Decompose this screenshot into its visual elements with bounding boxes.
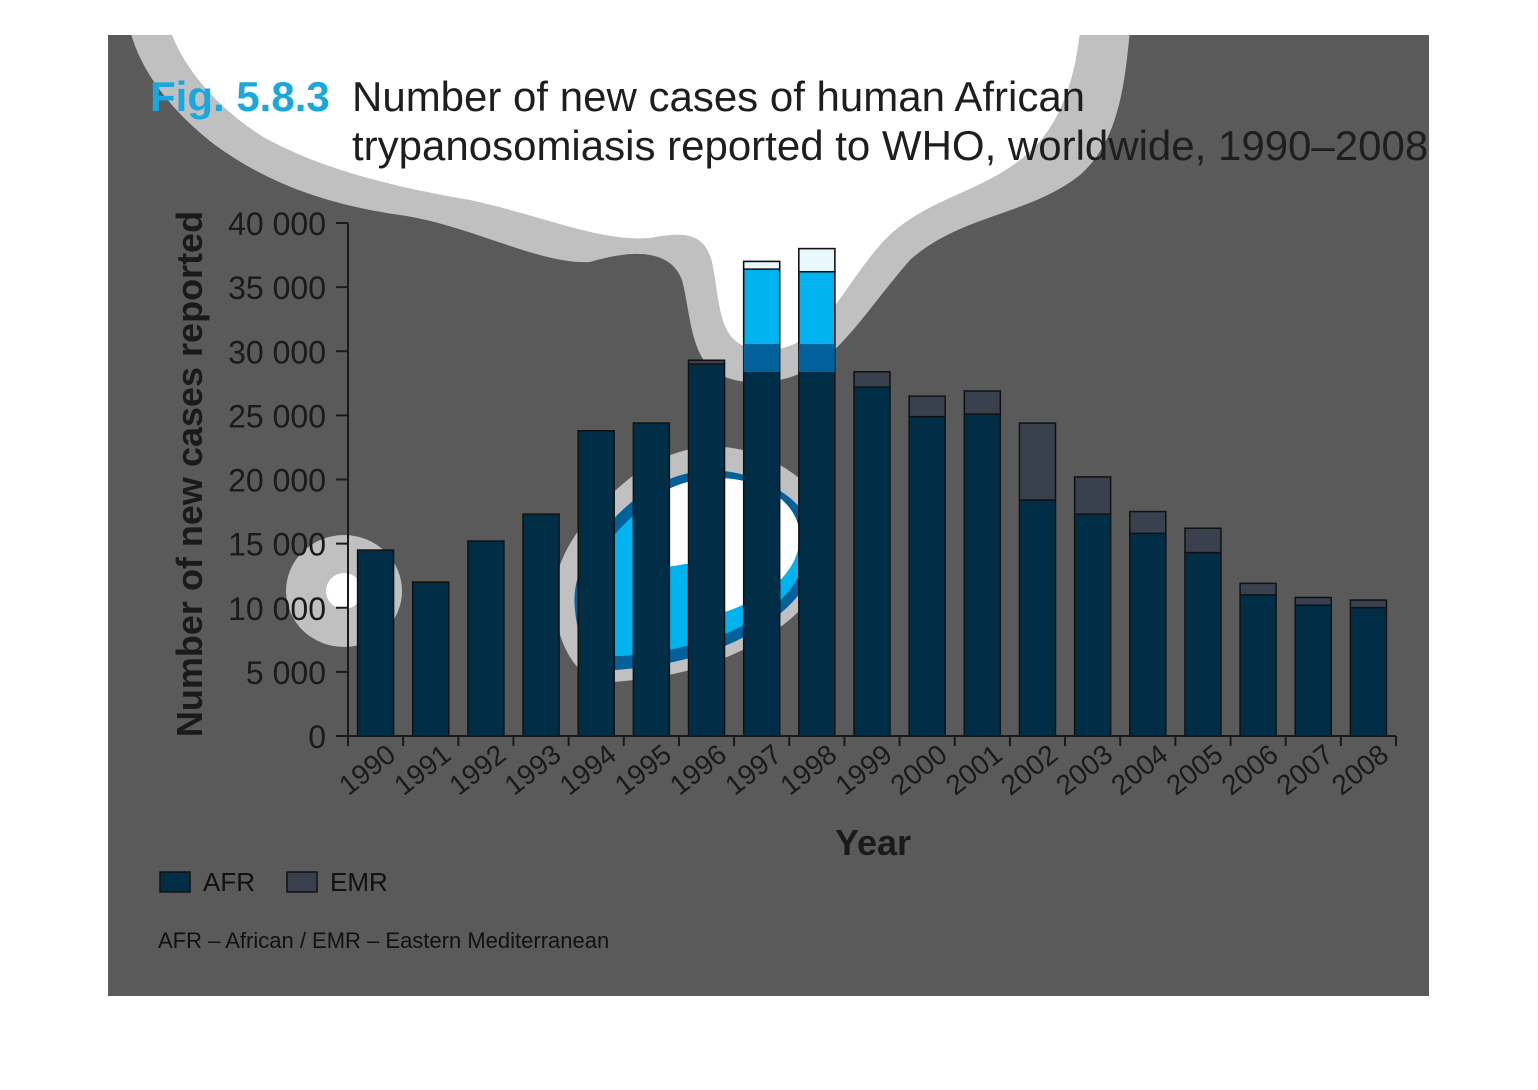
legend-label-emr: EMR: [330, 867, 388, 897]
x-tick-label: 1996: [664, 738, 732, 801]
figure-title-line1: Number of new cases of human African: [352, 73, 1085, 120]
bar-highlights: [742, 247, 836, 372]
bar-afr-highlight-ring-1997: [743, 344, 780, 372]
bar-afr-1991: [411, 581, 450, 737]
y-axis-title: Number of new cases reported: [169, 211, 210, 737]
bar-emr-1996: [687, 359, 726, 365]
bar-emr-highlight-1998: [798, 247, 836, 273]
y-tick-label: 5 000: [246, 655, 326, 691]
bar-afr-2005: [1184, 551, 1222, 737]
bars: [356, 247, 1388, 737]
bar-afr-2002: [1018, 499, 1057, 737]
x-tick-label: 2007: [1271, 738, 1339, 801]
bar-afr-1994: [577, 430, 615, 737]
x-tick-label: 1994: [554, 738, 622, 801]
bar-emr-2007: [1294, 596, 1333, 606]
bar-afr-2004: [1129, 532, 1167, 737]
x-tick-label: 2006: [1216, 738, 1284, 801]
x-ticks: 1990199119921993199419951996199719981999…: [333, 736, 1397, 801]
bar-afr-1990: [356, 549, 395, 737]
bar-afr-2000: [908, 415, 946, 737]
bar-afr-highlight-1997: [742, 268, 781, 353]
y-ticks: 0 5 000 10 000 15 000 20 000 25 000 30 000 35 0…: [228, 206, 348, 755]
bar-afr-2006: [1239, 594, 1277, 737]
x-tick-label: 2004: [1105, 738, 1173, 801]
legend-swatch-afr: [159, 871, 191, 893]
y-tick-label: 40 000: [228, 206, 326, 242]
x-tick-label: 1998: [774, 738, 842, 801]
x-tick-label: 2000: [885, 738, 953, 801]
bar-emr-2004: [1129, 510, 1167, 535]
x-tick-label: 2008: [1326, 738, 1394, 801]
y-tick-label: 25 000: [228, 398, 326, 434]
bar-afr-highlight-ring-1998: [798, 344, 835, 372]
bar-afr-1992: [467, 540, 505, 737]
bar-emr-2002: [1018, 422, 1057, 501]
bar-emr-2005: [1184, 527, 1222, 554]
y-tick-label: 10 000: [228, 591, 326, 627]
bar-afr-1995: [632, 422, 671, 737]
bar-emr-2003: [1073, 476, 1112, 515]
y-tick-label: 0: [308, 719, 326, 755]
x-tick-label: 1997: [719, 738, 787, 801]
bar-emr-highlight-1997: [742, 260, 781, 270]
bar-afr-2008: [1349, 607, 1388, 737]
x-tick-label: 2002: [995, 738, 1063, 801]
x-tick-label: 2003: [1050, 738, 1118, 801]
bar-afr-1993: [522, 513, 560, 737]
x-tick-label: 2001: [940, 738, 1008, 801]
bar-afr-highlight-1998: [798, 270, 836, 353]
x-tick-label: 1999: [830, 738, 898, 801]
x-tick-label: 1990: [333, 738, 401, 801]
x-axis-title: Year: [835, 822, 911, 863]
bar-afr-1996: [687, 363, 726, 737]
x-tick-label: 1993: [499, 738, 567, 801]
y-tick-label: 35 000: [228, 270, 326, 306]
bar-emr-2000: [908, 395, 946, 418]
x-tick-label: 2005: [1160, 738, 1228, 801]
bar-emr-2008: [1349, 599, 1388, 609]
bar-afr-1999: [853, 386, 891, 737]
legend-label-afr: AFR: [203, 867, 255, 897]
figure-label: Fig. 5.8.3: [150, 73, 330, 120]
legend-swatch-emr: [286, 871, 318, 893]
y-tick-label: 15 000: [228, 527, 326, 563]
y-tick-label: 20 000: [228, 463, 326, 499]
bar-afr-2003: [1073, 513, 1112, 737]
bar-afr-2007: [1294, 604, 1333, 737]
x-tick-label: 1992: [443, 738, 511, 801]
bar-emr-1999: [853, 371, 891, 388]
title-highlight-core: [172, 35, 1080, 351]
figure-title-line2: trypanosomiasis reported to WHO, worldwi…: [352, 122, 1428, 169]
x-tick-label: 1995: [609, 738, 677, 801]
left-highlight-core: [326, 573, 362, 609]
y-tick-label: 30 000: [228, 334, 326, 370]
bar-emr-2001: [963, 390, 1002, 415]
footnote: AFR – African / EMR – Eastern Mediterran…: [158, 928, 609, 953]
bar-afr-2001: [963, 413, 1002, 737]
legend: AFR EMR: [159, 867, 388, 897]
bar-emr-2006: [1239, 582, 1277, 596]
x-tick-label: 1991: [388, 738, 456, 801]
